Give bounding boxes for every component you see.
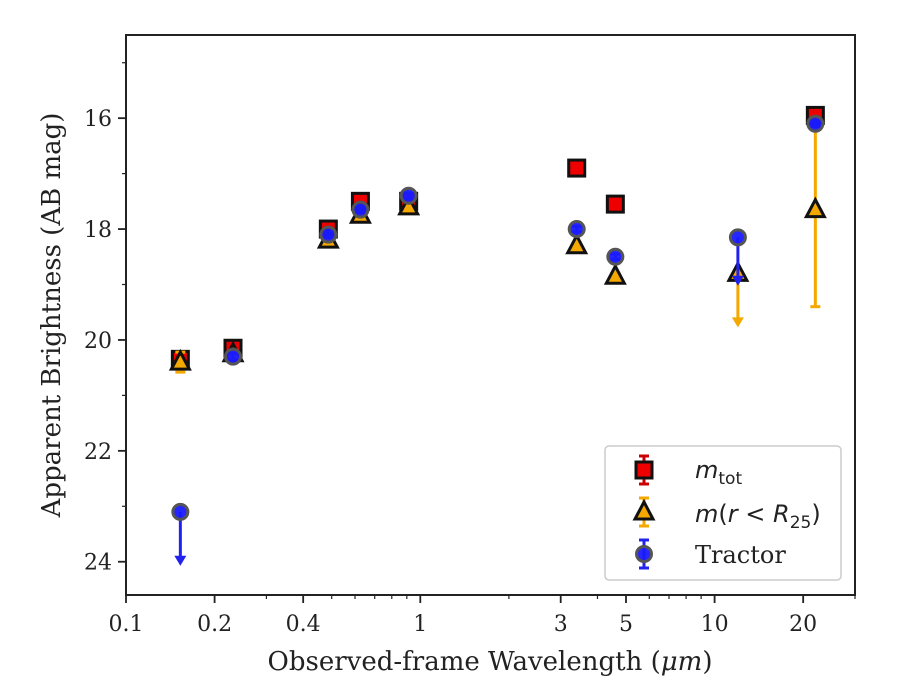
y-tick-label: 22	[84, 440, 112, 465]
upper-limit-arrow	[731, 275, 744, 286]
data-point	[351, 200, 370, 219]
legend-symbols	[632, 454, 656, 570]
series-0	[170, 105, 825, 369]
upper-limit-arrow	[174, 555, 187, 566]
x-tick-label: 5	[619, 612, 633, 637]
data-point	[803, 196, 827, 219]
y-axis-label: Apparent Brightness (AB mag)	[37, 113, 67, 519]
data-point	[567, 220, 586, 239]
y-tick-label: 24	[84, 551, 112, 576]
data-point	[606, 247, 625, 266]
legend-marker	[635, 545, 653, 563]
legend-marker	[634, 460, 654, 480]
upper-limit-arrow	[731, 317, 744, 328]
data-point	[319, 225, 338, 244]
axes: 0.1 0.2 0.4 1 3 5 10 20 16 18 20 22 24	[84, 62, 856, 637]
data-point	[399, 186, 418, 205]
data-point	[224, 347, 243, 366]
data-point	[806, 114, 825, 133]
legend-box	[604, 445, 842, 581]
y-tick-label: 16	[84, 107, 112, 132]
data-point	[171, 502, 190, 521]
data-point	[168, 348, 192, 371]
legend-label-tractor: Tractor	[695, 541, 786, 569]
x-tick-label: 0.1	[109, 612, 144, 637]
legend-label-mr25: m(r < R25)	[695, 500, 821, 533]
x-tick-label: 3	[554, 612, 568, 637]
plot-frame	[125, 34, 856, 596]
legend-label-mtot: mtot	[695, 456, 742, 489]
x-tick-label: 0.2	[197, 612, 232, 637]
data-point	[605, 194, 625, 214]
x-tick-label: 0.4	[286, 612, 321, 637]
data-point	[397, 193, 421, 216]
series-2	[171, 114, 825, 566]
data-point	[567, 158, 587, 178]
x-tick-label: 20	[789, 612, 817, 637]
series-1	[168, 124, 827, 374]
y-tick-label: 20	[84, 329, 112, 354]
data-point	[728, 228, 747, 247]
x-tick-label: 1	[413, 612, 427, 637]
x-tick-label: 10	[701, 612, 729, 637]
y-tick-label: 18	[84, 218, 112, 243]
legend-marker	[632, 498, 656, 521]
data-point	[603, 262, 627, 285]
data-point	[565, 232, 589, 255]
plot-marks	[168, 105, 827, 566]
x-axis-label: Observed-frame Wavelength (μm)	[268, 647, 713, 677]
legend: mtot m(r < R25) Tractor	[604, 445, 842, 581]
